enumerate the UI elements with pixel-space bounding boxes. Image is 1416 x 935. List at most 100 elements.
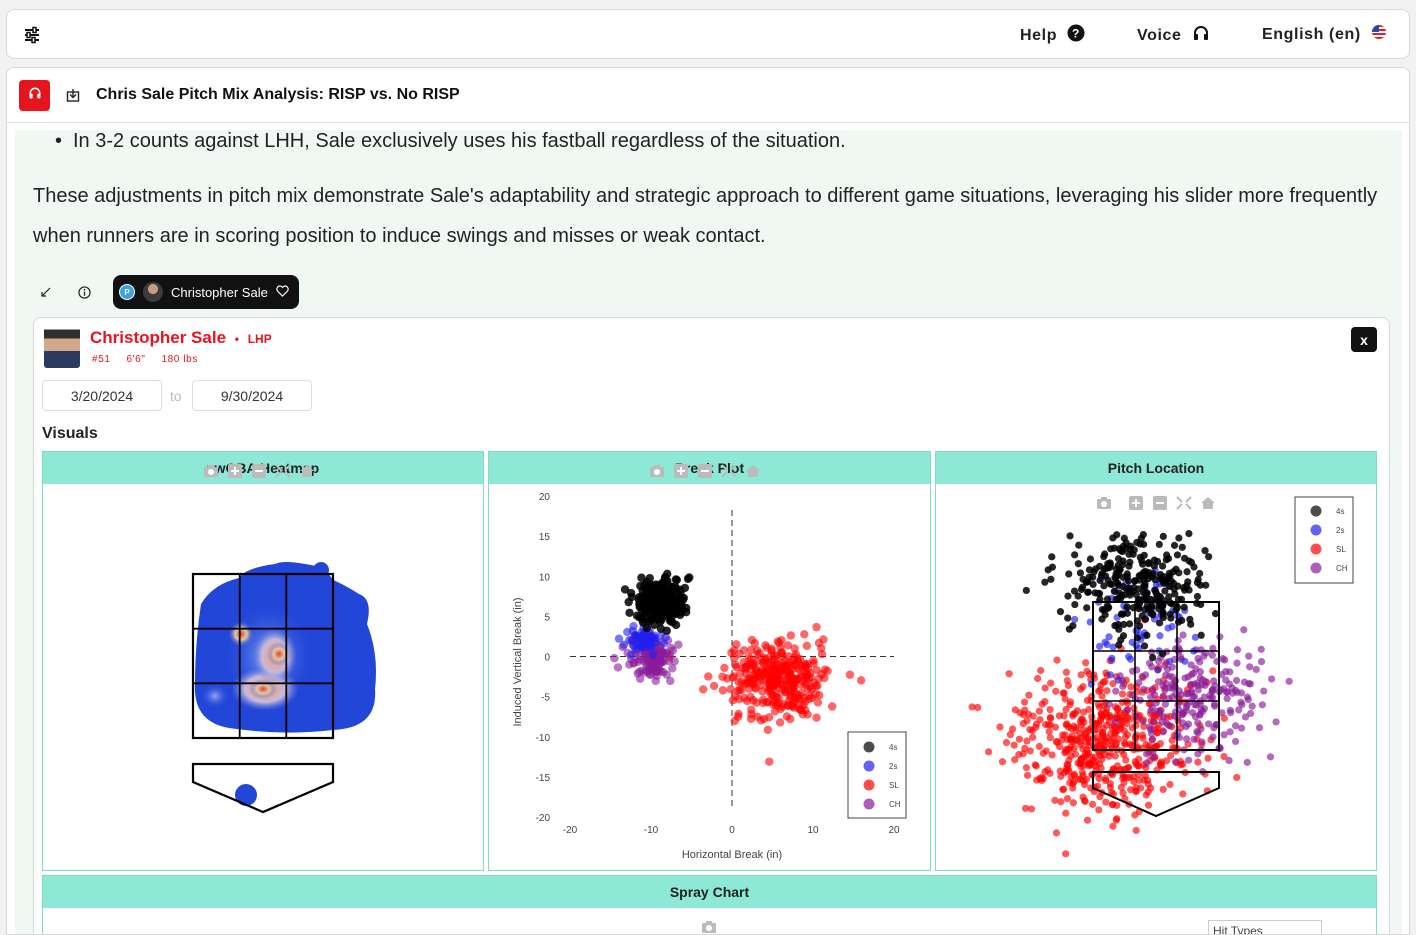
location-point (1202, 581, 1210, 589)
location-point (1080, 718, 1088, 727)
break-point (635, 652, 644, 661)
location-point (1141, 580, 1149, 588)
break-point (813, 698, 823, 707)
location-point (1231, 722, 1240, 730)
break-point (613, 663, 623, 672)
location-point (1238, 701, 1246, 709)
location-point (1181, 586, 1189, 594)
language-selector[interactable]: English (en) (1262, 24, 1387, 45)
location-point (1109, 643, 1117, 651)
loc-strike-zone (1092, 601, 1220, 818)
location-point (1148, 654, 1157, 662)
zoom-out-icon[interactable] (1153, 496, 1167, 510)
location-point (1115, 641, 1123, 649)
location-point (1095, 642, 1104, 650)
location-point (1041, 684, 1049, 692)
location-point (1194, 575, 1202, 584)
location-point (1108, 724, 1116, 732)
play-audio-button[interactable] (19, 80, 50, 111)
heart-icon[interactable] (276, 284, 289, 300)
break-point (709, 681, 719, 691)
home-icon[interactable] (299, 464, 315, 478)
location-point (1191, 701, 1199, 709)
info-icon[interactable] (71, 279, 97, 305)
player-chip[interactable]: P Christopher Sale (113, 275, 299, 309)
zoom-in-icon[interactable] (673, 464, 689, 478)
location-point (1201, 681, 1209, 690)
location-point (1123, 573, 1131, 581)
location-point (1113, 572, 1121, 580)
location-point (1085, 727, 1093, 735)
location-point (1077, 741, 1085, 749)
autoscale-icon[interactable] (721, 464, 737, 478)
location-point (1052, 687, 1060, 695)
location-point (1083, 604, 1091, 612)
camera-icon[interactable] (1097, 497, 1111, 509)
zoom-out-icon[interactable] (251, 464, 267, 478)
break-point (747, 635, 757, 645)
camera-icon[interactable] (701, 920, 717, 934)
location-point (1193, 728, 1201, 736)
location-point (1109, 800, 1117, 808)
download-icon[interactable] (65, 87, 81, 103)
location-point (1061, 731, 1069, 739)
location-point (1197, 631, 1205, 639)
close-button[interactable]: x (1351, 327, 1377, 352)
settings-sliders-icon[interactable] (21, 24, 43, 46)
location-point (1144, 801, 1153, 809)
autoscale-icon[interactable] (275, 464, 291, 478)
location-point (1134, 602, 1142, 610)
voice-button[interactable]: Voice (1137, 24, 1210, 47)
location-point (1150, 562, 1158, 570)
player-chip-name: Christopher Sale (171, 284, 268, 300)
camera-icon[interactable] (649, 464, 665, 478)
location-point (1174, 618, 1183, 626)
zoom-out-icon[interactable] (697, 464, 713, 478)
break-point (635, 613, 644, 622)
location-point (1085, 706, 1093, 714)
break-point (790, 677, 799, 686)
zoom-in-icon[interactable] (227, 464, 243, 478)
y-axis-label: Induced Vertical Break (in) (512, 597, 524, 726)
home-icon[interactable] (745, 464, 761, 478)
hit-types-select[interactable]: Hit Types (1208, 920, 1322, 934)
home-icon[interactable] (1201, 497, 1215, 509)
break-point (763, 725, 773, 735)
location-point (1016, 709, 1024, 717)
autoscale-icon[interactable] (1176, 496, 1192, 510)
location-point (1179, 631, 1187, 639)
location-point (1196, 569, 1204, 578)
location-point (1212, 721, 1220, 729)
location-point (1108, 654, 1116, 662)
location-point (1260, 687, 1268, 695)
location-point (1190, 735, 1198, 743)
location-point (1219, 655, 1227, 663)
list-item: In 3-2 counts against LHH, Sale exclusiv… (55, 130, 846, 153)
start-date-input[interactable]: 3/20/2024 (42, 380, 162, 411)
location-point (1046, 706, 1054, 714)
location-point (1046, 769, 1054, 777)
location-point (1146, 723, 1154, 731)
location-point (1159, 785, 1167, 794)
location-point (1084, 577, 1092, 586)
zoom-in-icon[interactable] (1129, 496, 1143, 510)
location-point (1144, 560, 1153, 568)
end-date-input[interactable]: 9/30/2024 (192, 380, 312, 411)
break-point (652, 665, 662, 675)
location-point (1183, 568, 1191, 576)
collapse-icon[interactable] (33, 279, 59, 305)
location-point (1272, 718, 1280, 726)
location-point (1198, 738, 1206, 746)
help-button[interactable]: Help ? (1020, 24, 1085, 47)
break-point (807, 684, 817, 694)
heatmap-chart (191, 562, 376, 814)
location-point (1064, 592, 1072, 600)
player-name[interactable]: Christopher Sale • LHP (90, 328, 272, 348)
location-point (984, 748, 993, 756)
location-point (1064, 681, 1073, 690)
location-point (1124, 763, 1133, 772)
location-point (1065, 570, 1073, 578)
camera-icon[interactable] (203, 464, 219, 478)
location-point (1247, 709, 1255, 718)
home-plate (191, 762, 335, 814)
